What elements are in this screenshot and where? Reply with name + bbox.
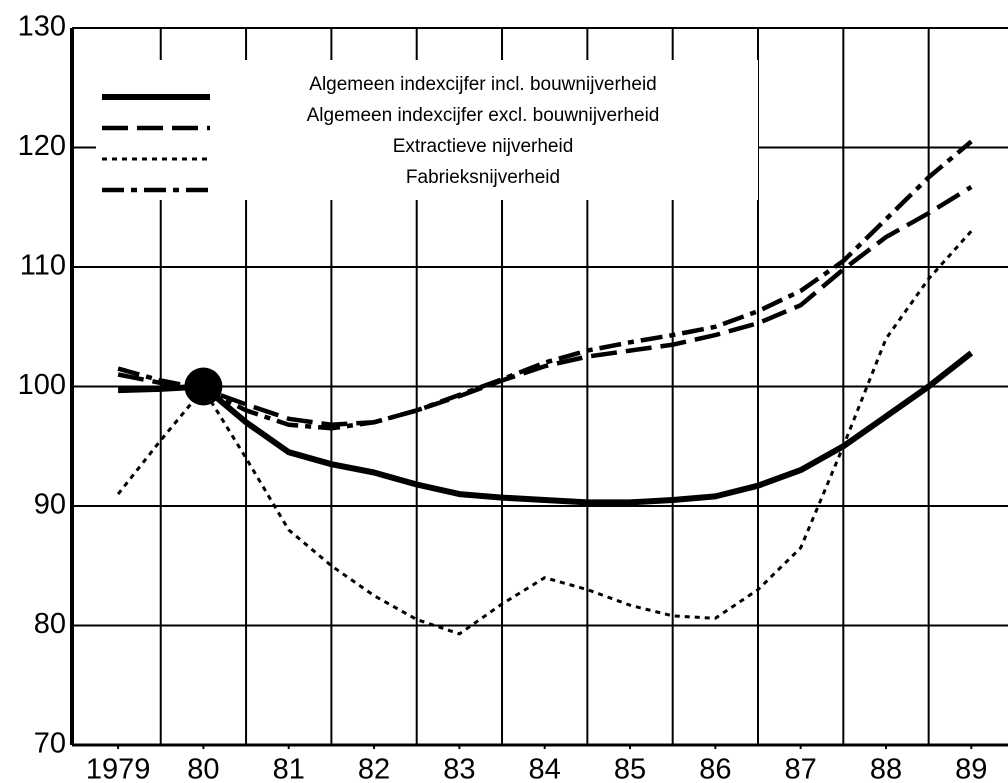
x-tick-label: 82: [358, 754, 390, 783]
y-tick-label: 130: [18, 11, 66, 43]
y-tick-label: 100: [18, 369, 66, 401]
legend-label: Extractieve nijverheid: [393, 136, 574, 157]
x-tick-label: 87: [785, 754, 817, 783]
x-tick-label: 80: [187, 754, 219, 783]
y-tick-label: 110: [20, 250, 66, 282]
legend-label: Fabrieksnijverheid: [406, 167, 560, 188]
x-tick-label: 81: [273, 754, 305, 783]
series-line: [118, 350, 974, 506]
y-tick-label: 70: [34, 728, 66, 760]
legend-label: Algemeen indexcijfer incl. bouwnijverhei…: [309, 74, 656, 95]
x-tick-label: 84: [529, 754, 561, 783]
y-tick-label: 90: [34, 489, 66, 521]
series-line: [116, 230, 973, 636]
x-tick-label: 88: [870, 754, 902, 783]
x-tick-label: 86: [699, 754, 731, 783]
y-tick-label: 80: [34, 608, 66, 640]
x-tick-label: 1979: [86, 754, 151, 783]
x-tick-label: 83: [443, 754, 475, 783]
marker: [184, 367, 223, 406]
x-tick-label: 89: [955, 754, 987, 783]
legend-box: [96, 60, 758, 200]
x-tick-label: 85: [614, 754, 646, 783]
y-tick-label: 120: [18, 130, 66, 162]
series-line: [117, 184, 973, 427]
legend-label: Algemeen indexcijfer excl. bouwnijverhei…: [307, 105, 660, 126]
